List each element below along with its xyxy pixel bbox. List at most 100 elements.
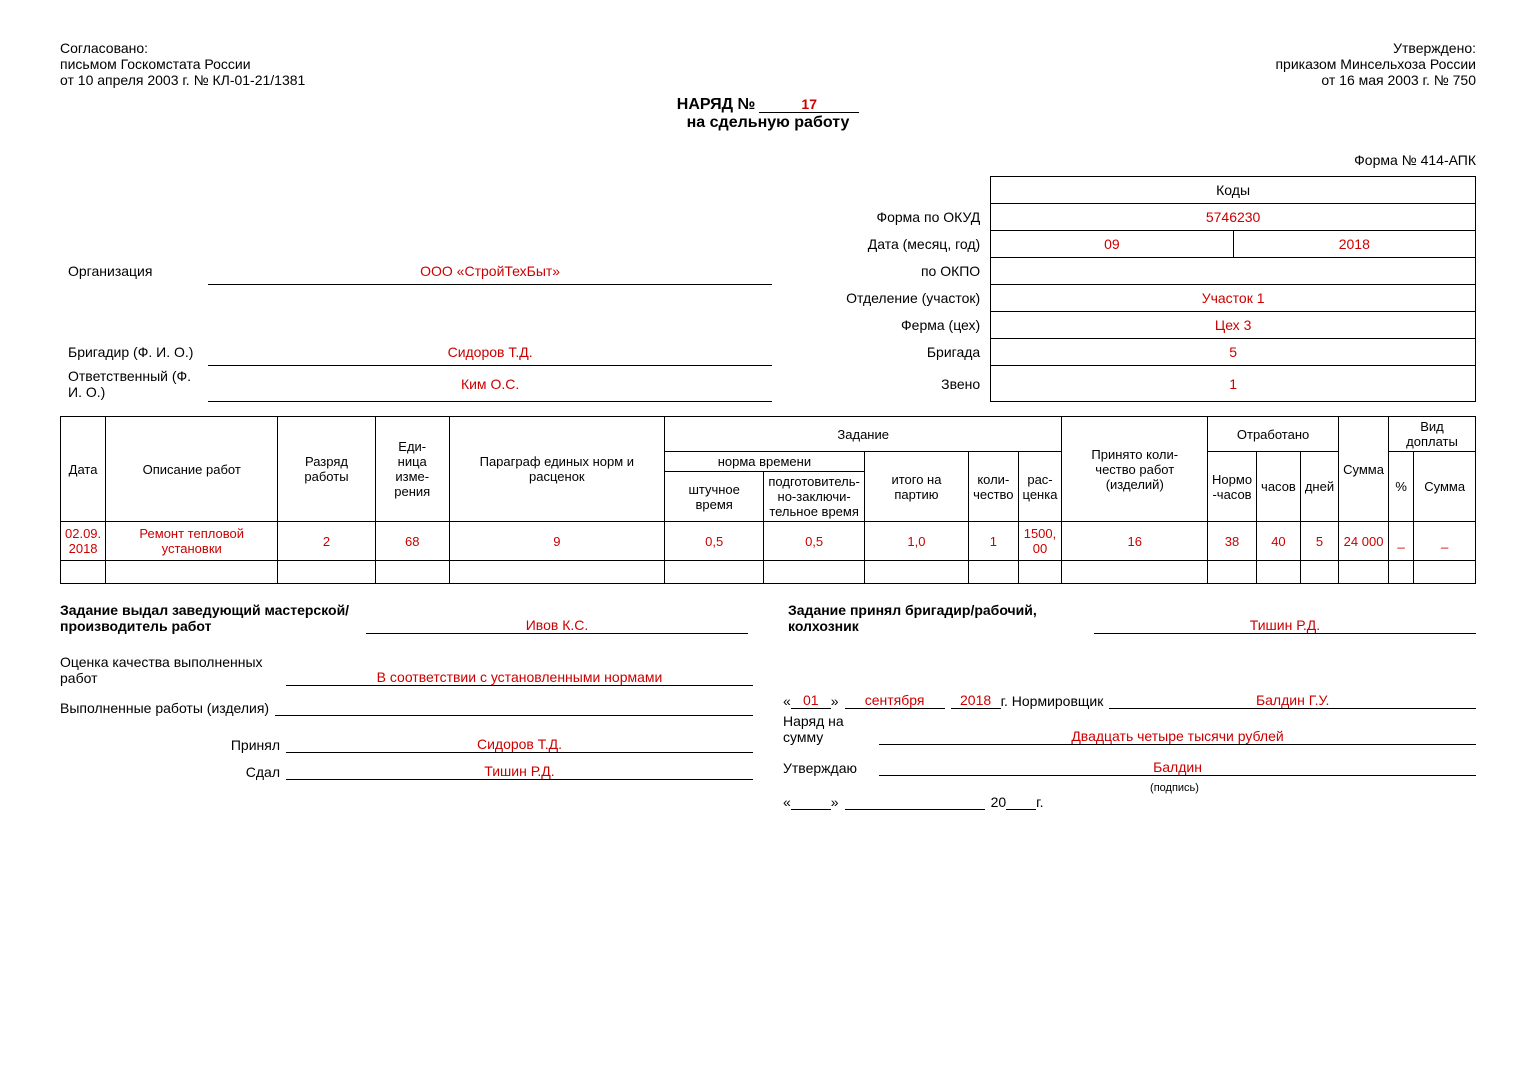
approval-right: Утверждено: приказом Минсельхоза России … xyxy=(1275,40,1476,88)
cell-t3: 1,0 xyxy=(864,522,968,561)
cell-unit: 68 xyxy=(375,522,449,561)
col-normhours: Нормо -часов xyxy=(1208,452,1257,522)
title-prefix: НАРЯД № xyxy=(677,96,756,113)
dept-label: Отделение (участок) xyxy=(772,285,991,312)
cell-qty: 1 xyxy=(969,522,1018,561)
normer-label: г. Нормировщик xyxy=(1001,693,1110,709)
sig-caption: (подпись) xyxy=(873,782,1476,794)
yr-suffix: г. xyxy=(1036,794,1043,810)
brigade-value: 5 xyxy=(991,339,1476,366)
handed-label: Сдал xyxy=(60,764,280,780)
col-task: Задание xyxy=(664,417,1062,452)
okud-label: Форма по ОКУД xyxy=(772,204,991,231)
table-row-empty xyxy=(61,561,1476,584)
cell-accepted: 16 xyxy=(1062,522,1208,561)
cell-para: 9 xyxy=(449,522,664,561)
cell-price: 1500, 00 xyxy=(1018,522,1062,561)
approval-left-l3: от 10 апреля 2003 г. № КЛ-01-21/1381 xyxy=(60,72,305,88)
cell-t2: 0,5 xyxy=(764,522,864,561)
org-value: ООО «СтройТехБыт» xyxy=(208,258,772,285)
bottom-section: Оценка качества выполненных работ В соот… xyxy=(60,654,1476,814)
approval-left-l2: письмом Госкомстата России xyxy=(60,56,305,72)
col-dsum: Сумма xyxy=(1414,452,1476,522)
date-year: 2018 xyxy=(1233,231,1475,258)
col-prep-time: подготовитель- но-заключи- тельное время xyxy=(764,472,864,522)
cell-ds: _ xyxy=(1414,522,1476,561)
cell-nh: 38 xyxy=(1208,522,1257,561)
yr-prefix: 20 xyxy=(991,794,1007,810)
signature-row: Задание выдал заведующий мастерской/прои… xyxy=(60,602,1476,634)
col-para: Параграф единых норм и расценок xyxy=(449,417,664,522)
farm-value: Цех 3 xyxy=(991,312,1476,339)
title-block: НАРЯД № 17 на сдельную работу xyxy=(60,96,1476,132)
date-year-2: 2018 xyxy=(951,692,1001,709)
col-days: дней xyxy=(1300,452,1338,522)
brigadier-value: Сидоров Т.Д. xyxy=(208,339,772,366)
approval-right-l2: приказом Минсельхоза России xyxy=(1275,56,1476,72)
cell-dp: _ xyxy=(1388,522,1413,561)
received-label: Принял xyxy=(60,737,280,753)
approval-block: Согласовано: письмом Госкомстата России … xyxy=(60,40,1476,88)
cell-date: 02.09. 2018 xyxy=(61,522,106,561)
col-worked: Отработано xyxy=(1208,417,1339,452)
cell-d: 5 xyxy=(1300,522,1338,561)
ordersum-label: Наряд на сумму xyxy=(783,713,873,745)
unit-value: 1 xyxy=(991,366,1476,402)
ordersum-value: Двадцать четыре тысячи рублей xyxy=(879,728,1476,745)
order-number: 17 xyxy=(759,96,859,113)
main-table: Дата Описание работ Разряд работы Еди- н… xyxy=(60,416,1476,584)
col-norm: норма времени xyxy=(664,452,864,472)
issued-label: Задание выдал заведующий мастерской/прои… xyxy=(60,602,360,634)
approval-left-l1: Согласовано: xyxy=(60,40,305,56)
date-label: Дата (месяц, год) xyxy=(772,231,991,258)
accepted-label: Задание принял бригадир/рабочий, колхозн… xyxy=(788,602,1088,634)
unit-label: Звено xyxy=(772,366,991,402)
issued-name: Ивов К.С. xyxy=(366,617,748,634)
header-info-table: Коды Форма по ОКУД 5746230 Дата (месяц, … xyxy=(60,176,1476,402)
title-sub: на сдельную работу xyxy=(60,114,1476,132)
col-surcharge: Вид доплаты xyxy=(1388,417,1475,452)
col-qty: коли- чество xyxy=(969,452,1018,522)
col-accepted: Принято коли- чество работ (изделий) xyxy=(1062,417,1208,522)
received-value: Сидоров Т.Д. xyxy=(286,736,753,753)
col-price: рас- ценка xyxy=(1018,452,1062,522)
responsible-value: Ким О.С. xyxy=(208,366,772,402)
responsible-label: Ответственный (Ф. И. О.) xyxy=(60,366,208,402)
col-dpct: % xyxy=(1388,452,1413,522)
cell-desc: Ремонт тепловой установки xyxy=(106,522,278,561)
col-total-batch: итого на партию xyxy=(864,452,968,522)
accepted-name: Тишин Р.Д. xyxy=(1094,617,1476,634)
form-number: Форма № 414-АПК xyxy=(60,152,1476,168)
done-label: Выполненные работы (изделия) xyxy=(60,700,269,716)
date-day: 01 xyxy=(791,692,831,709)
col-sum: Сумма xyxy=(1339,417,1389,522)
okpo-label: по ОКПО xyxy=(772,258,991,285)
approval-right-l3: от 16 мая 2003 г. № 750 xyxy=(1275,72,1476,88)
cell-t1: 0,5 xyxy=(664,522,763,561)
dept-value: Участок 1 xyxy=(991,285,1476,312)
org-label: Организация xyxy=(60,258,208,285)
col-piece-time: штучное время xyxy=(664,472,763,522)
col-date: Дата xyxy=(61,417,106,522)
quality-value: В соответствии с установленными нормами xyxy=(286,669,753,686)
normer-value: Балдин Г.У. xyxy=(1109,692,1476,709)
approve-value: Балдин xyxy=(879,759,1476,776)
table-row: 02.09. 2018 Ремонт тепловой установки 2 … xyxy=(61,522,1476,561)
col-desc: Описание работ xyxy=(106,417,278,522)
codes-header: Коды xyxy=(991,177,1476,204)
farm-label: Ферма (цех) xyxy=(772,312,991,339)
date-month-name: сентября xyxy=(845,692,945,709)
brigadier-label: Бригадир (Ф. И. О.) xyxy=(60,339,208,366)
quality-label: Оценка качества выполненных работ xyxy=(60,654,280,686)
col-hours: часов xyxy=(1257,452,1301,522)
cell-grade: 2 xyxy=(278,522,376,561)
date-month: 09 xyxy=(991,231,1233,258)
approve-label: Утверждаю xyxy=(783,760,873,776)
cell-sum: 24 000 xyxy=(1339,522,1389,561)
okpo-value xyxy=(991,258,1476,285)
approval-left: Согласовано: письмом Госкомстата России … xyxy=(60,40,305,88)
done-value xyxy=(275,715,753,716)
handed-value: Тишин Р.Д. xyxy=(286,763,753,780)
cell-h: 40 xyxy=(1257,522,1301,561)
col-grade: Разряд работы xyxy=(278,417,376,522)
